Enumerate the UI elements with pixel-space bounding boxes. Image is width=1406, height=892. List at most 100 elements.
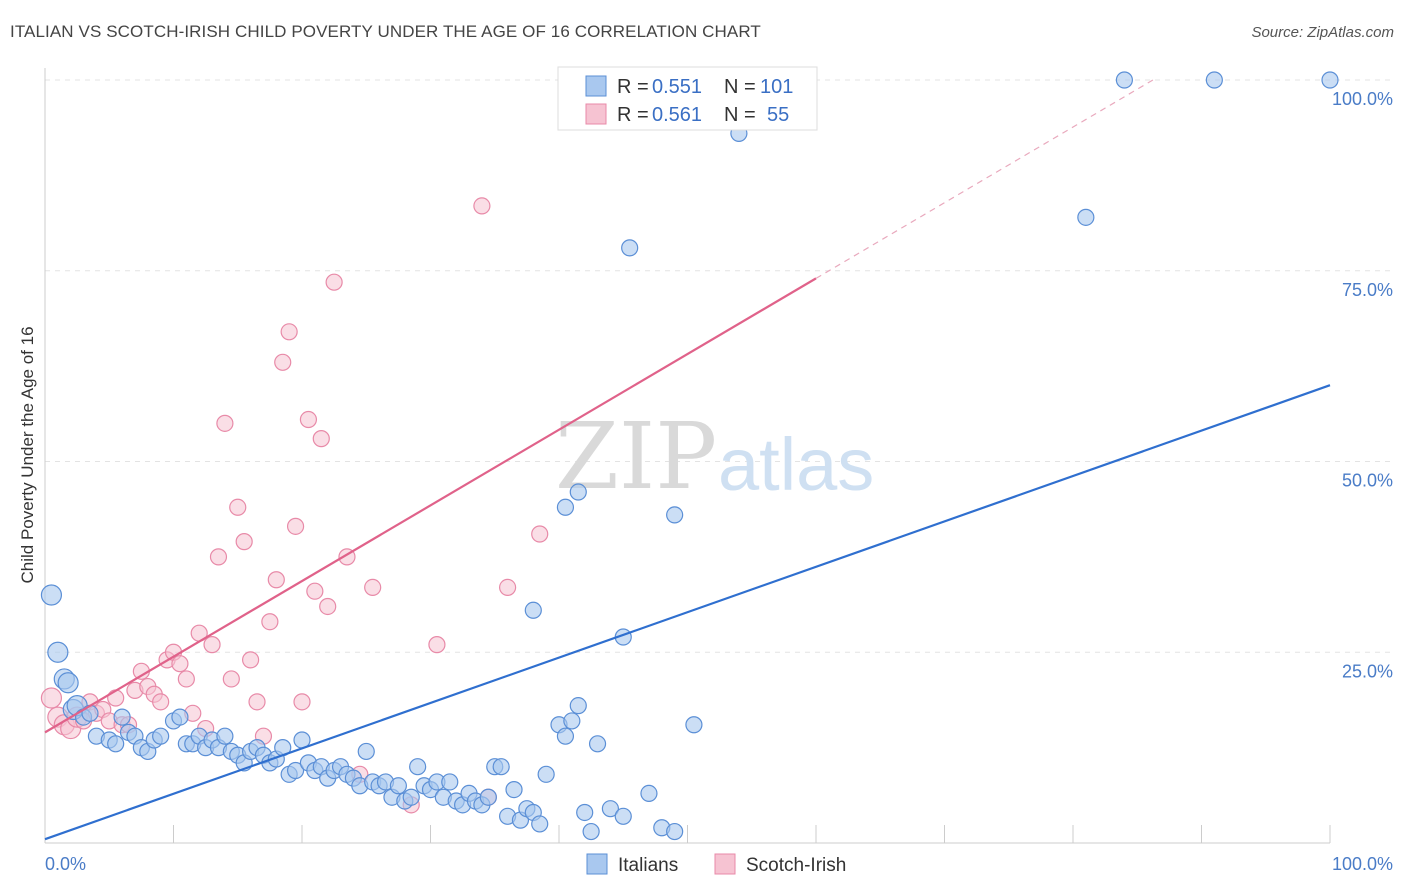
bottom-legend-scotch-irish: Scotch-Irish <box>746 855 846 876</box>
italians-point-48 <box>357 742 375 761</box>
italians-point-56 <box>409 758 427 776</box>
scotch-irish-point-26 <box>209 548 228 566</box>
italians-point-80 <box>569 697 587 715</box>
scotch-irish-point-17 <box>152 693 170 711</box>
y-tick-label-1: 50.0% <box>1342 471 1393 491</box>
legend-italians-r-label: R = <box>617 76 649 98</box>
watermark-atlas: atlas <box>718 423 874 506</box>
scotch-irish-point-37 <box>280 323 298 341</box>
italians-point-82 <box>582 822 600 841</box>
italians-point-19 <box>171 708 189 726</box>
italians-point-53 <box>389 777 407 795</box>
scotch-irish-point-25 <box>203 636 221 654</box>
italians-point-79 <box>563 712 581 730</box>
legend-swatch-scotch-irish <box>585 103 607 125</box>
y-axis-label: Child Poverty Under the Age of 16 <box>18 326 37 583</box>
legend-box: R = 0.551 N = 101 R = 0.561 N = 55 <box>557 66 818 131</box>
scotch-irish-point-34 <box>261 613 279 631</box>
italians-point-91 <box>556 498 575 516</box>
scotch-irish-point-0 <box>40 687 63 709</box>
legend-scotch-r-value: 0.561 <box>652 104 702 126</box>
scotch-irish-point-30 <box>235 533 253 551</box>
italians-point-93 <box>666 506 684 524</box>
legend-italians-n-label: N = <box>724 76 756 98</box>
bottom-legend: Italians Scotch-Irish <box>586 853 846 876</box>
italians-point-11 <box>113 708 131 726</box>
trend-lines <box>44 79 1331 841</box>
italians-point-0 <box>40 584 63 606</box>
italians-point-90 <box>524 601 542 619</box>
chart-title: ITALIAN VS SCOTCH-IRISH CHILD POVERTY UN… <box>10 22 761 41</box>
scotch-irish-point-47 <box>364 578 382 596</box>
legend-italians-n-value: 101 <box>760 76 793 98</box>
italians-point-84 <box>601 800 620 818</box>
italians-point-78 <box>556 727 575 745</box>
scotch-irish-point-36 <box>274 353 292 371</box>
scotch-irish-point-39 <box>293 693 311 711</box>
scotch-irish-point-10 <box>107 689 125 707</box>
bottom-legend-swatch-italians <box>586 853 608 875</box>
italians-trend-line <box>44 384 1331 841</box>
italians-point-55 <box>402 788 420 806</box>
italians-point-17 <box>152 727 170 745</box>
tick-labels: 25.0% 50.0% 75.0% 100.0% 0.0% 100.0% <box>45 89 1393 874</box>
italians-point-95 <box>621 239 639 257</box>
x-tick-label-1: 100.0% <box>1332 854 1393 874</box>
italians-point-7 <box>81 704 99 722</box>
scotch-irish-point-53 <box>531 525 549 543</box>
scotch-irish-point-52 <box>499 578 517 596</box>
bottom-legend-italians: Italians <box>618 855 678 876</box>
scotch-irish-point-42 <box>312 430 330 448</box>
italians-point-89 <box>685 716 703 734</box>
scotch-irish-point-32 <box>248 693 266 711</box>
italians-point-67 <box>479 788 497 806</box>
italians-point-86 <box>640 784 658 803</box>
italians-point-75 <box>531 815 549 833</box>
italians-point-92 <box>569 483 587 501</box>
italians-point-98 <box>1077 208 1095 226</box>
scotch-irish-trend-line <box>44 277 817 734</box>
scotch-irish-trend-extension <box>815 79 1154 279</box>
italians-point-61 <box>441 773 459 791</box>
legend-scotch-n-label: N = <box>724 104 756 126</box>
watermark: ZIP atlas <box>555 403 874 510</box>
italians-point-100 <box>1321 71 1339 89</box>
grid-lines <box>45 79 1390 653</box>
bottom-legend-swatch-scotch-irish <box>714 853 736 875</box>
legend-scotch-n-value: 55 <box>767 104 789 126</box>
source-credit: Source: ZipAtlas.com <box>1251 24 1394 41</box>
axes <box>44 68 1331 844</box>
italians-point-85 <box>614 807 632 825</box>
scotch-irish-point-38 <box>286 517 305 535</box>
x-tick-label-0: 0.0% <box>45 854 86 874</box>
scotch-irish-point-31 <box>242 651 260 669</box>
scotch-irish-point-41 <box>306 582 324 600</box>
scotch-irish-point-20 <box>171 655 189 673</box>
italians-point-69 <box>492 758 510 776</box>
legend-italians-r-value: 0.551 <box>652 76 702 98</box>
y-tick-label-2: 75.0% <box>1342 280 1393 300</box>
scotch-irish-point-50 <box>473 197 491 215</box>
italians-point-10 <box>107 735 125 753</box>
italians-point-97 <box>1115 71 1134 89</box>
scotch-irish-point-28 <box>222 670 240 688</box>
italians-point-83 <box>588 735 607 753</box>
italians-point-37 <box>286 761 305 780</box>
italians-point-76 <box>537 765 555 783</box>
italians-point-81 <box>576 803 594 822</box>
italians-point-1 <box>47 641 69 663</box>
scotch-irish-point-49 <box>428 636 446 654</box>
y-tick-label-0: 25.0% <box>1342 661 1393 681</box>
y-tick-label-3: 100.0% <box>1332 89 1393 109</box>
italians-points <box>40 71 1339 841</box>
scotch-irish-point-21 <box>177 670 195 688</box>
scotch-irish-point-40 <box>299 410 318 429</box>
scotch-irish-point-29 <box>229 498 247 516</box>
legend-scotch-r-label: R = <box>617 104 649 126</box>
italians-point-3 <box>57 672 79 694</box>
scotch-irish-point-35 <box>267 571 285 589</box>
scotch-irish-point-44 <box>325 273 343 291</box>
italians-point-88 <box>666 822 684 841</box>
italians-point-71 <box>505 780 523 799</box>
